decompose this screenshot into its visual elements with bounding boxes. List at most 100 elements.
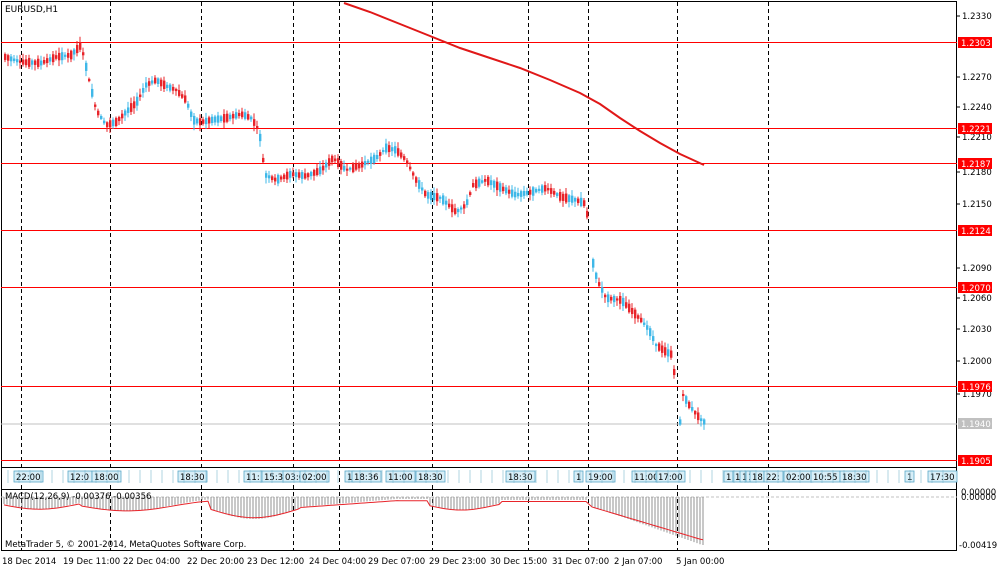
event-marker[interactable]: 22:00 [13, 470, 44, 483]
candle [583, 198, 586, 208]
candle [346, 163, 349, 177]
macd-histogram [3, 497, 704, 545]
candle [556, 191, 559, 199]
event-marker[interactable]: 12:0 [67, 470, 93, 483]
candle [661, 340, 664, 358]
candle [229, 112, 232, 122]
level-label: 1.2221 [958, 123, 992, 135]
event-marker[interactable]: 18:00 [91, 470, 122, 483]
event-marker-label: 22: [766, 473, 780, 483]
event-marker[interactable]: 18:30 [505, 470, 536, 483]
candle [166, 82, 169, 92]
candle [184, 90, 187, 104]
candle [13, 55, 16, 64]
candlestick-series [4, 36, 706, 430]
candle [238, 109, 241, 119]
event-marker[interactable]: 18:30 [177, 470, 208, 483]
candle [601, 281, 604, 299]
candle [430, 189, 433, 205]
event-marker[interactable]: 10:55 [810, 470, 841, 483]
candle [610, 294, 613, 304]
candle [211, 114, 214, 126]
candle [103, 117, 106, 125]
event-marker-label: 15:30 [264, 473, 289, 483]
event-marker[interactable]: 11:00 [385, 470, 416, 483]
candle [55, 50, 58, 61]
candle [70, 49, 73, 63]
event-marker-label: 1 [576, 473, 581, 483]
event-marker[interactable]: 18 [749, 470, 765, 483]
event-marker[interactable]: 19:00 [585, 470, 616, 483]
trend-line[interactable] [343, 2, 705, 166]
candle [190, 109, 193, 122]
level-label-text: 1.2221 [961, 125, 991, 135]
candle [412, 170, 415, 180]
time-tick-label: 30 Dec 15:00 [490, 557, 547, 567]
price-tick-label: 1.2150 [962, 200, 992, 210]
macd-axis-top: 0.00000 [961, 488, 996, 498]
macd-axis-mid: 0.00000 [961, 493, 996, 503]
event-marker[interactable]: 1 [723, 470, 734, 483]
event-marker[interactable]: 1 [904, 470, 915, 483]
candle [313, 168, 316, 181]
candle [373, 152, 376, 165]
event-marker[interactable]: 02:00 [783, 470, 814, 483]
candle [409, 162, 412, 172]
level-label: 1.1976 [958, 381, 992, 393]
svg-text:1.1940: 1.1940 [961, 420, 991, 430]
candle [256, 120, 259, 134]
event-marker[interactable]: 18:36 [351, 470, 382, 483]
event-marker[interactable]: 1 [573, 470, 584, 483]
candle [427, 190, 430, 204]
event-marker[interactable]: 11: [243, 470, 264, 483]
candle [217, 111, 220, 127]
candle [505, 184, 508, 196]
event-marker-label: 17:30 [930, 473, 955, 483]
candle [385, 138, 388, 155]
candle [94, 102, 97, 111]
candle [391, 142, 394, 156]
candle [88, 77, 91, 83]
event-marker[interactable]: 18:30 [415, 470, 446, 483]
price-tick-label: 1.2180 [962, 168, 992, 178]
horizontal-levels[interactable] [1, 42, 957, 461]
candle [280, 174, 283, 183]
candle [205, 112, 208, 129]
candle [286, 168, 289, 184]
time-tick-label: 23 Dec 12:00 [247, 557, 304, 567]
event-marker[interactable]: 18:30 [839, 470, 870, 483]
candle [232, 111, 235, 125]
candle [247, 110, 250, 121]
event-marker-label: 17:00 [658, 473, 683, 483]
candle [544, 181, 547, 195]
price-tick-label: 1.2090 [962, 264, 992, 274]
candle [463, 201, 466, 214]
price-tick-label: 1.2270 [962, 73, 992, 83]
candle [295, 168, 298, 183]
event-marker-label: 18:30 [842, 473, 867, 483]
candle [121, 109, 124, 124]
candle [460, 205, 463, 214]
candle [442, 193, 445, 206]
level-label: 1.2303 [958, 37, 992, 49]
candle [637, 313, 640, 323]
candle [223, 109, 226, 129]
event-marker[interactable]: 02:00 [299, 470, 330, 483]
candle [262, 153, 265, 164]
candle [298, 169, 301, 180]
candle [628, 299, 631, 314]
time-tick-label: 22 Dec 20:00 [187, 557, 244, 567]
candle [508, 185, 511, 199]
candle [541, 183, 544, 196]
candle [136, 92, 139, 111]
candle [199, 114, 202, 132]
candle [568, 193, 571, 208]
event-marker[interactable]: 22: [763, 470, 784, 483]
candle [7, 53, 10, 67]
time-tick-label: 5 Jan 00:00 [676, 557, 724, 567]
event-marker[interactable]: 17:30 [927, 470, 958, 483]
candle [691, 401, 694, 413]
event-marker[interactable]: 17:00 [655, 470, 686, 483]
